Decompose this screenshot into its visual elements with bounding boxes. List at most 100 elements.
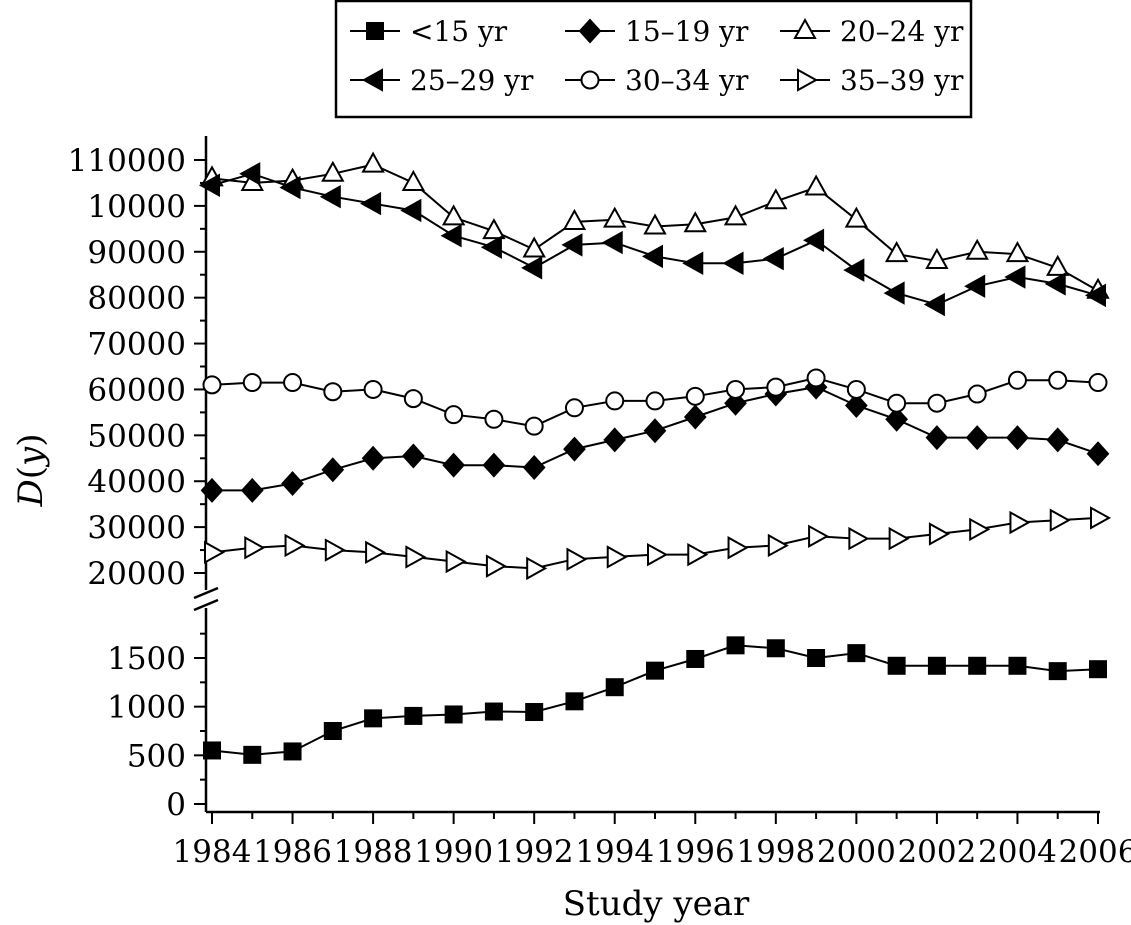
data-point (641, 244, 663, 269)
axes: 2000030000400005000060000700008000090000… (68, 136, 1131, 870)
data-point (1008, 656, 1027, 675)
data-point (844, 206, 869, 228)
data-point (766, 639, 785, 658)
data-point (482, 452, 506, 478)
data-point (1086, 441, 1110, 467)
legend-entry: 35–39 yr (780, 64, 964, 97)
legend-label: 20–24 yr (840, 15, 964, 48)
data-point (846, 379, 866, 399)
data-point (445, 549, 467, 574)
legend-label: 35–39 yr (840, 64, 964, 97)
x-tick-label: 1994 (575, 834, 654, 870)
data-point (1046, 254, 1070, 276)
data-point (364, 709, 383, 728)
data-point (566, 547, 588, 571)
data-point (887, 656, 906, 675)
data-point (643, 418, 667, 444)
data-point (239, 162, 261, 186)
data-point (522, 236, 546, 258)
data-point (766, 377, 786, 397)
data-point (888, 526, 910, 551)
legend-entry: 30–34 yr (565, 64, 749, 97)
data-point (283, 742, 302, 761)
legend-marker (361, 68, 383, 92)
data-point (687, 542, 709, 567)
data-point (361, 445, 385, 471)
data-point (444, 405, 464, 425)
data-point (807, 649, 826, 667)
y-tick-label: 90000 (87, 235, 186, 271)
data-point (561, 233, 583, 257)
series-0 (203, 636, 1107, 764)
data-point (403, 389, 423, 409)
data-point (244, 536, 266, 560)
y-tick-label: 60000 (87, 372, 186, 408)
series-3 (198, 162, 1106, 317)
legend-label: 30–34 yr (625, 64, 749, 97)
data-point (360, 191, 382, 216)
data-point (808, 524, 830, 548)
data-point (647, 542, 669, 567)
legend-marker (578, 18, 602, 44)
data-point (883, 281, 905, 305)
y-tick-label: 1000 (107, 690, 186, 726)
data-point (722, 251, 744, 275)
data-point (1088, 373, 1108, 393)
data-point (203, 741, 221, 760)
series-4 (202, 368, 1108, 436)
x-tick-label: 2006 (1059, 834, 1131, 870)
data-point (279, 175, 301, 200)
y-axis-title: D(y) (11, 433, 51, 507)
series-layer (198, 151, 1112, 764)
x-tick-label: 1988 (334, 834, 413, 870)
data-point (526, 556, 548, 581)
x-tick-label: 1986 (253, 834, 332, 870)
data-point (1048, 662, 1067, 681)
data-point (564, 398, 584, 418)
data-point (686, 649, 705, 668)
data-point (726, 379, 746, 399)
data-point (969, 517, 991, 542)
x-tick-label: 2000 (817, 834, 896, 870)
data-point (405, 545, 427, 569)
legend-label: <15 yr (410, 15, 508, 48)
data-point (965, 425, 989, 451)
data-point (1084, 283, 1106, 308)
x-axis-title: Study year (563, 884, 750, 924)
data-point (281, 471, 304, 497)
data-point (323, 722, 342, 740)
data-point (200, 477, 224, 503)
data-point (484, 409, 504, 429)
data-point (482, 218, 506, 240)
axis-break-mark (193, 598, 219, 612)
data-point (319, 185, 341, 209)
data-point (762, 246, 784, 271)
data-point (605, 391, 625, 411)
data-point (606, 545, 628, 569)
y-tick-label: 500 (127, 738, 186, 774)
data-point (1007, 370, 1027, 390)
data-point (240, 477, 264, 503)
data-point (521, 256, 543, 280)
data-point (1046, 427, 1070, 453)
data-point (563, 436, 586, 462)
data-point (321, 457, 345, 483)
y-tick-label: 30000 (87, 510, 186, 546)
data-point (363, 379, 383, 399)
data-point (202, 375, 222, 395)
y-tick-label: 40000 (87, 464, 186, 500)
data-point (242, 373, 262, 393)
data-point (361, 151, 385, 173)
data-point (925, 425, 949, 451)
data-point (847, 644, 866, 663)
data-point (685, 386, 705, 406)
data-point (522, 454, 546, 480)
data-point (283, 373, 303, 393)
y-tick-label: 50000 (87, 418, 186, 454)
legend-label: 15–19 yr (625, 15, 749, 48)
data-point (442, 452, 465, 478)
data-point (1006, 425, 1029, 451)
data-point (682, 251, 704, 275)
y-tick-label: 110000 (68, 143, 186, 179)
